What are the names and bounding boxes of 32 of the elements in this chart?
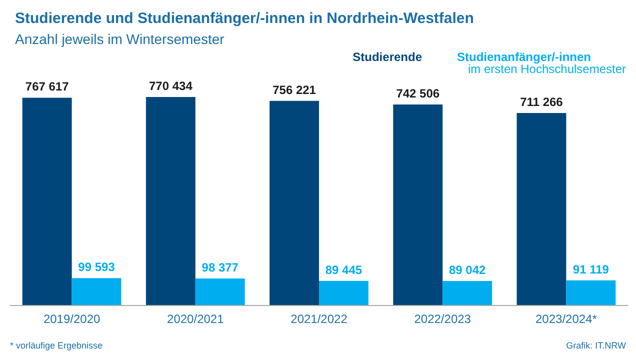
text: Studienanfänger/-innen [456,50,592,64]
bar [270,100,319,305]
data-label: 89 042 [448,262,486,277]
chart-title: Studierende und Studienanfänger/-innen in Nordrhein-Westfalen [15,10,474,27]
data-label: 91 119 [572,262,610,276]
text: Grafik: IT.NRW [566,340,627,350]
bar [393,104,443,305]
data-label: 767 617 [25,80,70,94]
data-label: 742 506 [396,86,440,101]
data-label: 98 377 [202,260,239,274]
x-tick-label: 2021/2022 [290,312,348,326]
bar [22,98,72,305]
data-label: 89 445 [325,262,362,277]
bar [566,280,616,305]
text: Studierende [352,50,422,64]
x-tick-label: 2020/2021 [167,312,224,326]
bar [442,280,492,305]
chart-subtitle: Anzahl jeweils im Wintersemester [15,31,225,47]
x-tick-label: 2019/2020 [43,312,100,326]
text: * vorläufige Ergebnisse [10,340,103,350]
data-label: 711 266 [520,94,564,109]
bar [72,278,122,305]
x-tick-label: 2022/2023 [414,312,472,326]
data-label: 756 221 [272,82,316,97]
bar [195,278,245,305]
bar [146,96,196,305]
bar [516,112,566,305]
data-label: 99 593 [78,260,116,274]
bar [319,280,368,305]
text: im ersten Hochschulsemester [468,62,626,76]
data-label: 770 434 [148,78,193,93]
x-tick-label: 2023/2024* [535,312,598,326]
